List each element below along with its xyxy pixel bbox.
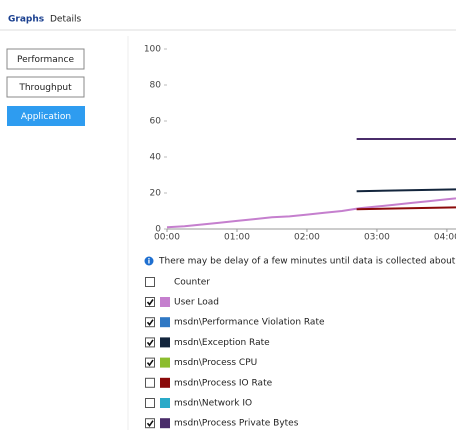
checkbox[interactable]	[145, 377, 155, 388]
tab-graphs[interactable]: Graphs	[8, 15, 44, 25]
checkmark[interactable]	[146, 420, 154, 428]
y-tick-label: 80	[150, 81, 162, 91]
legend-swatch	[160, 377, 170, 388]
checkbox[interactable]	[145, 418, 155, 429]
legend-label: msdn\Process IO Rate	[174, 378, 273, 388]
button-label[interactable]: Performance	[17, 55, 74, 65]
x-tick-label: 02:00	[294, 233, 320, 243]
legend-swatch	[160, 398, 170, 408]
legend-swatch	[160, 337, 170, 348]
info-icon-glyph: i	[148, 258, 150, 266]
series-line	[356, 188, 456, 193]
legend-label: msdn\Performance Violation Rate	[174, 318, 325, 328]
notice: There may be delay of a few minutes unti…	[158, 257, 456, 267]
legend-header: Counter	[174, 278, 210, 288]
series-line	[356, 206, 456, 211]
checkbox[interactable]	[145, 398, 155, 408]
legend-label: msdn\Exception Rate	[174, 338, 270, 348]
checkmark[interactable]	[146, 339, 154, 347]
checkbox[interactable]	[145, 317, 155, 328]
button-active[interactable]	[7, 106, 85, 126]
info-icon	[144, 256, 154, 266]
checkbox[interactable]	[145, 297, 155, 307]
legend-label: msdn\Process Private Bytes	[174, 419, 299, 429]
legend-label: User Load	[174, 298, 219, 308]
series-line	[166, 197, 456, 229]
button-label[interactable]: Application	[21, 112, 71, 122]
checkmark[interactable]	[146, 359, 154, 367]
legend-swatch	[160, 418, 170, 429]
legend-swatch	[160, 297, 170, 307]
checkbox[interactable]	[145, 277, 155, 287]
y-tick-label: 20	[150, 189, 162, 199]
x-tick-label: 03:00	[364, 233, 390, 243]
legend-label: msdn\Network IO	[174, 399, 252, 409]
checkbox[interactable]	[145, 337, 155, 348]
checkbox[interactable]	[145, 357, 155, 368]
x-tick-label: 00:00	[154, 233, 180, 243]
y-tick-label: 60	[150, 117, 162, 127]
y-tick-label: 40	[150, 153, 162, 163]
legend-swatch	[160, 317, 170, 328]
legend-swatch	[160, 357, 170, 368]
tab-details[interactable]: Details	[50, 15, 82, 25]
checkmark[interactable]	[146, 319, 154, 327]
button[interactable]	[6, 76, 85, 98]
x-tick-label: 04:00	[434, 233, 456, 243]
y-tick-label: 100	[144, 45, 161, 55]
legend-label: msdn\Process CPU	[174, 358, 257, 368]
checkmark[interactable]	[146, 299, 154, 306]
button[interactable]	[6, 48, 85, 70]
y-tick-label: 0	[155, 225, 161, 235]
x-tick-label: 01:00	[224, 233, 250, 243]
button-label[interactable]: Throughput	[18, 83, 72, 93]
